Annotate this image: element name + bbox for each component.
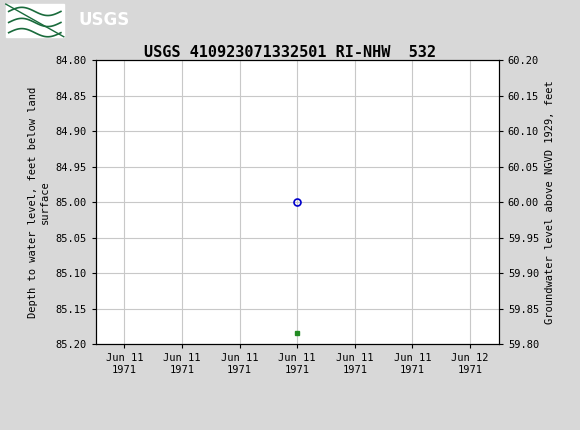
Y-axis label: Groundwater level above NGVD 1929, feet: Groundwater level above NGVD 1929, feet bbox=[545, 80, 554, 324]
Y-axis label: Depth to water level, feet below land
surface: Depth to water level, feet below land su… bbox=[28, 86, 50, 318]
Bar bbox=[6, 4, 64, 37]
Text: USGS: USGS bbox=[78, 12, 129, 29]
Text: USGS 410923071332501 RI-NHW  532: USGS 410923071332501 RI-NHW 532 bbox=[144, 45, 436, 60]
